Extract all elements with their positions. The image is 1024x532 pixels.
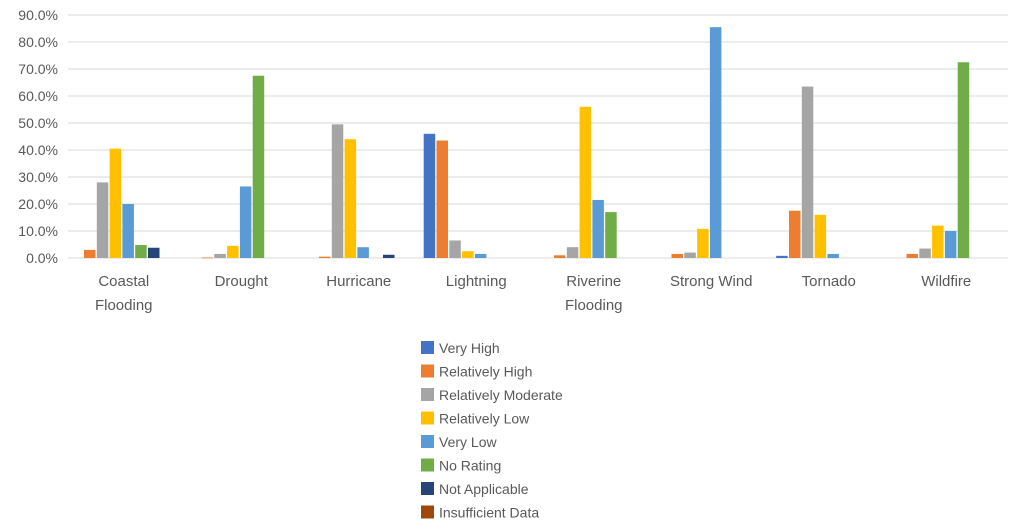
bar: [919, 248, 931, 258]
y-tick-label: 20.0%: [18, 196, 58, 212]
bar: [789, 210, 801, 258]
bar: [84, 249, 96, 258]
legend-label: Very Low: [439, 434, 497, 450]
bar: [201, 257, 213, 259]
y-axis-ticks: 0.0% 10.0% 20.0% 30.0% 40.0% 50.0% 60.0% 70.0% 8…: [18, 7, 58, 266]
legend-swatch: [421, 435, 434, 448]
bar: [709, 27, 722, 259]
bar: [449, 240, 461, 258]
y-tick-label: 70.0%: [18, 61, 58, 77]
legend-label: Very High: [439, 340, 500, 356]
bar: [579, 106, 592, 258]
legend-swatch: [421, 341, 434, 354]
y-tick-label: 60.0%: [18, 88, 58, 104]
x-axis-categories: Coastal Flooding Drought Hurricane Lightning…: [95, 273, 971, 314]
gridlines: [68, 14, 1008, 259]
bar: [252, 75, 265, 258]
y-tick-label: 10.0%: [18, 223, 58, 239]
bar: [227, 245, 239, 258]
legend-label: Relatively Low: [439, 411, 530, 427]
y-tick-label: 40.0%: [18, 142, 58, 158]
bar: [319, 256, 331, 258]
legend-label: Not Applicable: [439, 481, 529, 497]
bar: [148, 247, 160, 258]
bar: [109, 148, 122, 258]
x-category-label: Wildfire: [921, 273, 971, 290]
legend-swatch: [421, 505, 434, 519]
bar: [776, 255, 788, 258]
bar: [239, 186, 252, 258]
bar: [436, 140, 448, 258]
legend-label: No Rating: [439, 458, 501, 474]
y-tick-label: 50.0%: [18, 115, 58, 131]
bars: [84, 27, 970, 259]
bar: [96, 182, 109, 258]
bar: [592, 199, 604, 258]
bar: [331, 124, 344, 258]
legend-swatch: [421, 458, 434, 472]
bar: [122, 204, 134, 258]
bar: [827, 253, 839, 258]
x-category-label: Strong Wind: [670, 273, 753, 290]
bar: [801, 86, 814, 258]
bar: [135, 245, 147, 258]
x-category-label: Hurricane: [326, 273, 391, 290]
bar: [605, 212, 617, 258]
bar: [423, 133, 436, 258]
bar: [957, 62, 970, 258]
bar: [566, 247, 579, 258]
y-tick-label: 0.0%: [26, 250, 58, 266]
bar: [214, 253, 226, 258]
y-tick-label: 90.0%: [18, 7, 58, 23]
legend-swatch: [421, 482, 434, 495]
legend-label: Relatively Moderate: [439, 387, 563, 403]
bar: [814, 214, 827, 258]
y-tick-label: 30.0%: [18, 169, 58, 185]
x-category-label: Coastal Flooding: [95, 273, 153, 314]
legend: Very High Relatively High Relatively Moder…: [421, 340, 563, 521]
bar: [357, 247, 369, 258]
bar: [671, 253, 683, 258]
x-category-label: Lightning: [446, 273, 507, 290]
x-category-label: Riverine Flooding: [565, 273, 623, 314]
x-category-label: Tornado: [802, 273, 856, 290]
bar: [684, 252, 696, 258]
bar: [462, 251, 474, 258]
y-tick-label: 80.0%: [18, 34, 58, 50]
legend-label: Insufficient Data: [439, 505, 539, 521]
bar: [906, 253, 918, 258]
bar: [944, 231, 957, 258]
bar: [932, 225, 944, 258]
legend-swatch: [421, 411, 434, 425]
x-category-label: Drought: [215, 273, 269, 290]
bar: [697, 228, 709, 258]
legend-label: Relatively High: [439, 364, 532, 380]
legend-swatch: [421, 364, 434, 378]
bar: [383, 254, 395, 258]
legend-swatch: [421, 388, 434, 401]
bar: [344, 139, 357, 258]
bar: [474, 253, 487, 258]
bar: [554, 255, 566, 258]
